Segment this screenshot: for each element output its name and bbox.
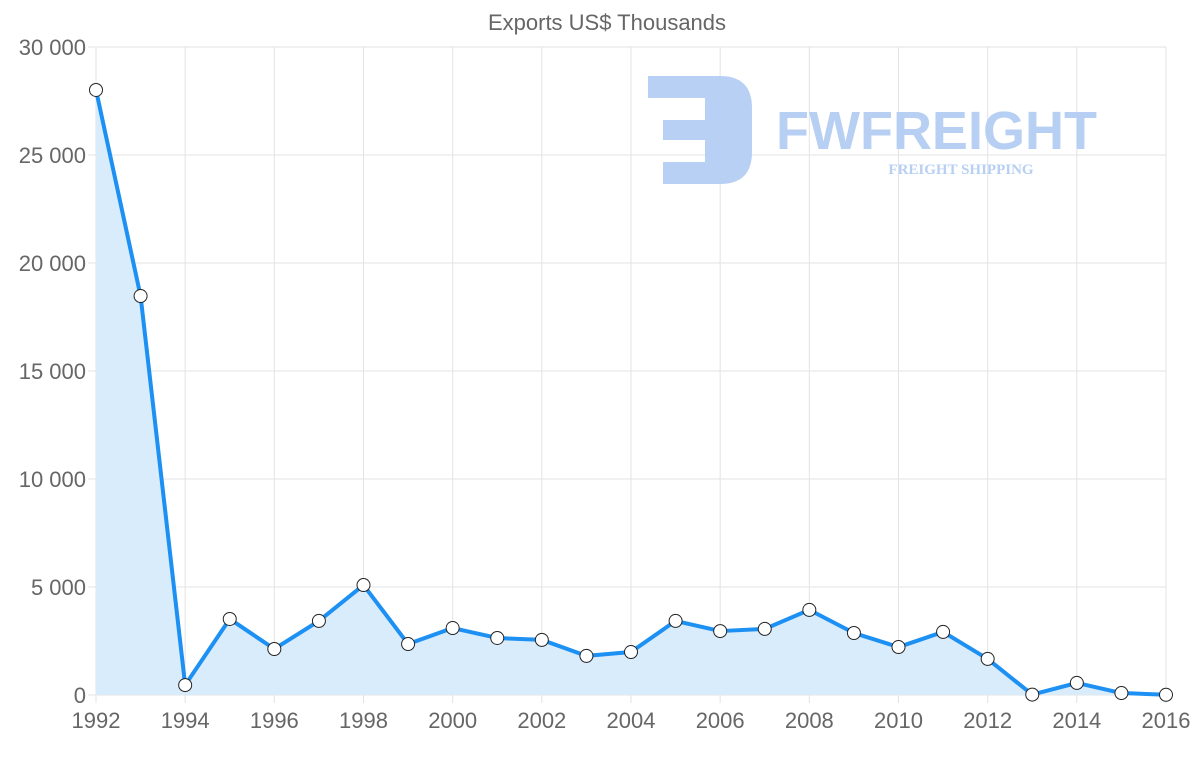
data-point-1994 [178,678,193,693]
data-point-1993 [133,289,148,304]
data-point-1992 [89,82,103,97]
x-tick-label: 2004 [607,708,656,733]
data-point-1999 [401,637,416,652]
y-tick-label: 20 000 [19,251,86,276]
x-tick-label: 2016 [1142,708,1191,733]
logo-brand: FWFREIGHT [776,101,1097,161]
x-tick-label: 2002 [517,708,566,733]
data-point-1995 [222,611,237,626]
x-tick-label: 1996 [250,708,299,733]
logo-tagline: FREIGHT SHIPPING [888,162,1033,178]
x-tick-label: 1992 [72,708,121,733]
data-point-2016 [1159,687,1173,702]
grid [88,46,1167,703]
data-point-2005 [668,613,683,628]
x-tick-label: 2014 [1052,708,1101,733]
watermark-logo: FWFREIGHT FREIGHT SHIPPING [648,76,1097,184]
data-point-2010 [891,640,906,655]
data-point-2009 [846,626,861,641]
data-point-1997 [311,613,326,628]
x-tick-label: 2008 [785,708,834,733]
data-point-2012 [980,651,995,666]
data-point-2006 [713,624,728,639]
y-tick-label: 25 000 [19,143,86,168]
data-point-1996 [267,641,282,656]
data-point-2001 [490,630,505,645]
data-point-2000 [445,621,460,636]
points [89,82,1173,702]
data-point-2007 [757,621,772,636]
y-tick-label: 30 000 [19,35,86,60]
x-tick-label: 2012 [963,708,1012,733]
data-point-2015 [1114,686,1129,701]
data-point-1998 [356,578,371,593]
y-tick-label: 0 [74,683,86,708]
chart-title: Exports US$ Thousands [488,10,726,35]
data-point-2008 [802,602,817,617]
x-tick-label: 2006 [696,708,745,733]
y-tick-label: 10 000 [19,467,86,492]
y-axis: 0 5 000 10 000 15 000 20 000 25 000 30 000 [19,35,86,708]
data-point-2003 [579,648,594,663]
y-tick-label: 5 000 [31,575,86,600]
x-tick-label: 1998 [339,708,388,733]
x-tick-label: 2010 [874,708,923,733]
x-tick-label: 1994 [161,708,210,733]
data-point-2011 [936,624,951,639]
x-tick-label: 2000 [428,708,477,733]
data-point-2004 [624,645,638,660]
y-tick-label: 15 000 [19,359,86,384]
data-point-2014 [1069,675,1084,690]
data-point-2013 [1025,687,1040,702]
x-axis: 1992 1994 1996 1998 2000 2002 2004 2006 2008 2010… [72,708,1191,733]
logo-mark-icon [648,76,752,184]
data-point-2002 [534,632,549,647]
